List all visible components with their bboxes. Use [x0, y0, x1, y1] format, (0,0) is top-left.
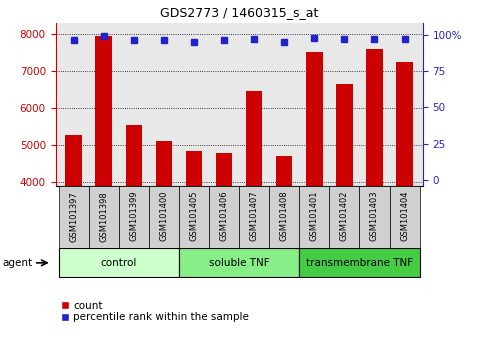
FancyBboxPatch shape [239, 186, 269, 248]
FancyBboxPatch shape [299, 249, 420, 277]
Text: soluble TNF: soluble TNF [209, 258, 270, 268]
FancyBboxPatch shape [359, 186, 389, 248]
Text: GSM101403: GSM101403 [370, 191, 379, 241]
Bar [366, 49, 383, 330]
Bar [336, 84, 353, 330]
Text: GSM101399: GSM101399 [129, 191, 138, 241]
Text: GSM101402: GSM101402 [340, 191, 349, 241]
Title: GDS2773 / 1460315_s_at: GDS2773 / 1460315_s_at [160, 6, 318, 19]
FancyBboxPatch shape [389, 186, 420, 248]
Text: GSM101407: GSM101407 [250, 191, 258, 241]
Bar [156, 141, 172, 330]
FancyBboxPatch shape [179, 186, 209, 248]
Bar [216, 153, 232, 330]
Bar [126, 125, 142, 330]
Bar [246, 91, 262, 330]
FancyBboxPatch shape [58, 186, 89, 248]
Bar [65, 135, 82, 330]
Text: GSM101400: GSM101400 [159, 191, 169, 241]
Bar [396, 62, 413, 330]
Text: transmembrane TNF: transmembrane TNF [306, 258, 413, 268]
FancyBboxPatch shape [179, 249, 299, 277]
Text: GSM101401: GSM101401 [310, 191, 319, 241]
FancyBboxPatch shape [269, 186, 299, 248]
FancyBboxPatch shape [89, 186, 119, 248]
FancyBboxPatch shape [149, 186, 179, 248]
FancyBboxPatch shape [58, 249, 179, 277]
Text: GSM101405: GSM101405 [189, 191, 199, 241]
Bar [306, 51, 323, 330]
Text: GSM101406: GSM101406 [220, 191, 228, 241]
Text: GSM101398: GSM101398 [99, 191, 108, 241]
FancyBboxPatch shape [329, 186, 359, 248]
FancyBboxPatch shape [119, 186, 149, 248]
Text: agent: agent [2, 258, 32, 268]
Legend: count, percentile rank within the sample: count, percentile rank within the sample [61, 301, 249, 322]
Bar [276, 155, 293, 330]
Text: GSM101408: GSM101408 [280, 191, 289, 241]
Text: control: control [100, 258, 137, 268]
Bar [185, 151, 202, 330]
FancyBboxPatch shape [209, 186, 239, 248]
Text: GSM101404: GSM101404 [400, 191, 409, 241]
Bar [96, 36, 112, 330]
FancyBboxPatch shape [299, 186, 329, 248]
Text: GSM101397: GSM101397 [69, 191, 78, 241]
